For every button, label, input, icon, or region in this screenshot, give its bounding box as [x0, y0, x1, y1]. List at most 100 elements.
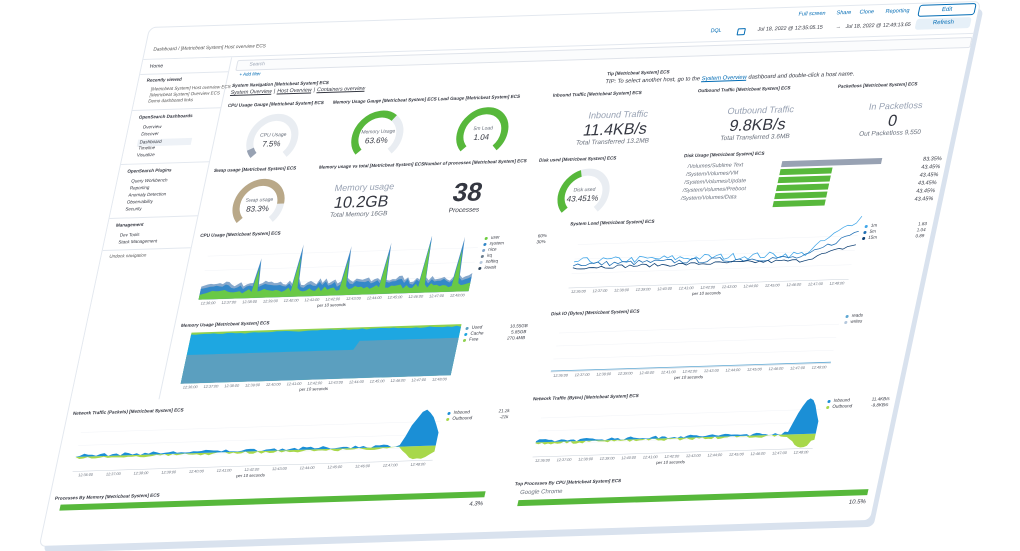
- grid-line: [75, 446, 436, 459]
- legend-name[interactable]: writes: [849, 318, 863, 324]
- axis-line: [568, 278, 849, 289]
- process-value: 4.3%: [468, 501, 484, 508]
- nav-item[interactable]: Home: [149, 63, 164, 70]
- panel-title: Network Traffic (Bytes) [Metricbeat Syst…: [532, 393, 640, 402]
- legend-swatch: [478, 266, 482, 270]
- process-name: Google Chrome: [519, 488, 563, 497]
- search-bar[interactable]: Search: [235, 36, 973, 72]
- nav-item[interactable]: Anomaly Detection: [127, 191, 167, 198]
- gauge-fill: [456, 107, 509, 152]
- tip-link[interactable]: System Overview: [700, 74, 748, 83]
- nav-link[interactable]: Containers overview: [316, 85, 366, 94]
- nav-item[interactable]: Query Workbench: [130, 177, 169, 184]
- legend-value: -21k: [499, 414, 509, 420]
- nav-item[interactable]: Overview: [142, 123, 163, 130]
- nav-item[interactable]: Stack Management: [117, 238, 158, 245]
- disk-bar: [772, 199, 826, 208]
- disk-path: /Volumes/Sublime Text: [686, 162, 744, 171]
- panel-title: Top Processes By CPU [Metricbeat System]…: [514, 478, 622, 487]
- refresh-button[interactable]: Refresh: [914, 17, 972, 30]
- chart-plot: [180, 324, 462, 384]
- gauge-track: [246, 113, 299, 158]
- grid-line: [558, 324, 840, 334]
- nav-item[interactable]: Undock navigation: [108, 252, 147, 259]
- grid-line: [80, 420, 441, 433]
- add-filter[interactable]: + Add filter: [238, 71, 262, 77]
- legend-name[interactable]: iowait: [484, 264, 497, 270]
- legend-swatch: [843, 320, 848, 325]
- nav-item[interactable]: Timeline: [137, 145, 156, 151]
- time-from[interactable]: Jul 18, 2022 @ 12:35:05.15: [756, 24, 824, 33]
- section-title[interactable]: Recently viewed: [146, 76, 183, 83]
- x-tick-label: 12:48:00: [793, 450, 809, 455]
- disk-value: 43.45%: [917, 180, 938, 187]
- chart-area: [198, 235, 472, 300]
- gauge-value: 43.451%: [566, 194, 599, 204]
- legend-name[interactable]: Free: [468, 336, 480, 342]
- query-language[interactable]: DQL: [709, 27, 723, 35]
- nav-item[interactable]: Dev Tools: [119, 231, 141, 238]
- chart-plot: [72, 409, 441, 472]
- panel-title: Memory Usage [Metricbeat System] ECS: [180, 320, 271, 329]
- edit-button[interactable]: Edit: [917, 3, 977, 17]
- disk-bar: [779, 167, 833, 176]
- header-link[interactable]: Share: [835, 9, 852, 17]
- grid-line: [571, 264, 852, 274]
- nav-item[interactable]: Reporting: [129, 184, 150, 191]
- legend-swatch: [465, 326, 469, 330]
- legend-value: -9.8KB/s: [870, 402, 889, 408]
- disk-path: /System/Volumes/VM: [685, 170, 739, 179]
- axis-line: [532, 447, 813, 458]
- calendar-icon[interactable]: [736, 28, 746, 36]
- nav-link[interactable]: System Overview: [229, 88, 273, 97]
- x-tick-label: 12:38:00: [133, 471, 149, 476]
- legend-value: 0.89: [915, 233, 925, 239]
- legend-swatch: [463, 332, 468, 336]
- process-bar: [517, 489, 869, 507]
- nav-item[interactable]: Demo dashboard links: [147, 97, 194, 104]
- header-link[interactable]: Clone: [858, 9, 875, 16]
- chart-line: [573, 230, 859, 267]
- panel-title: Disk IO (Bytes) [Metricbeat System] ECS: [550, 308, 641, 317]
- x-tick-label: 12:43:00: [271, 466, 288, 472]
- nav-item[interactable]: Observability: [126, 198, 154, 205]
- disk-path: /System/Volumes/Data: [680, 194, 738, 203]
- chart-plot: [568, 216, 863, 289]
- legend-name[interactable]: Outbound: [451, 415, 473, 421]
- x-tick-label: 12:48:00: [449, 293, 466, 298]
- section-title[interactable]: OpenSearch Dashboards: [138, 113, 194, 120]
- nav-item[interactable]: Visualize: [136, 151, 156, 158]
- gauge-label: 5m Load: [473, 126, 494, 133]
- grid-line: [204, 261, 475, 271]
- header-link[interactable]: Full screen: [797, 10, 827, 18]
- x-tick-label: 12:39:00: [160, 470, 177, 475]
- legend-value: 270.4MB: [506, 335, 526, 341]
- time-to[interactable]: Jul 18, 2022 @ 12:49:13.65: [844, 21, 912, 31]
- header-link[interactable]: Reporting: [884, 8, 911, 15]
- nav-item[interactable]: Security: [124, 206, 143, 212]
- section-title[interactable]: OpenSearch Plugins: [126, 167, 173, 174]
- legend-swatch: [863, 230, 867, 235]
- panel-title: Network Traffic (Packets) [Metricbeat Sy…: [72, 407, 185, 416]
- sidebar-divider: [132, 107, 221, 111]
- nav-link[interactable]: Host Overview: [276, 87, 313, 95]
- chart-area: [75, 445, 436, 460]
- section-title[interactable]: Management: [115, 221, 145, 228]
- legend-name[interactable]: Outbound: [831, 403, 853, 409]
- nav-item[interactable]: Discover: [140, 131, 160, 137]
- disk-bar: [777, 175, 831, 184]
- legend-swatch: [861, 236, 866, 241]
- gauge-label: CPU Usage: [259, 132, 287, 139]
- panel-title: CPU Usage Gauge [Metricbeat System] ECS: [227, 99, 325, 109]
- disk-value: 43.45%: [918, 172, 939, 179]
- chart-area: [180, 337, 459, 384]
- legend-name[interactable]: 15m: [867, 234, 878, 240]
- x-tick-label: 12:48:00: [829, 281, 845, 286]
- legend-swatch: [479, 260, 483, 264]
- x-tick-label: 12:45:00: [327, 464, 343, 470]
- panel-title: Memory Usage Gauge [Metricbeat System] E…: [332, 96, 438, 105]
- legend-swatch: [484, 236, 489, 240]
